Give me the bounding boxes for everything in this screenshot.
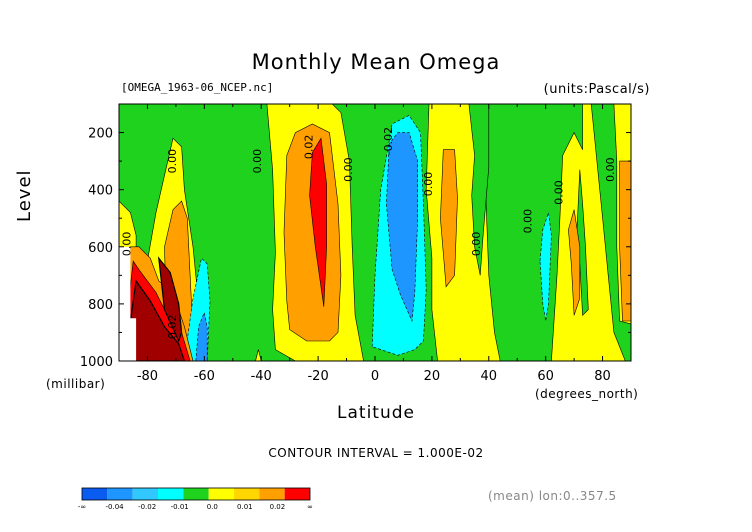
contour-region-orange (440, 149, 458, 288)
x-tick-label: 40 (481, 369, 498, 384)
legend-tick-label: -0.02 (138, 503, 156, 511)
y-unit-label: (millibar) (46, 377, 106, 391)
x-unit-label: (degrees_north) (535, 387, 639, 401)
x-tick-label: 80 (594, 369, 611, 384)
contour-region-green (576, 169, 589, 316)
contour-label: 0.00 (422, 172, 435, 197)
contour-label: 0.00 (120, 232, 133, 257)
x-tick-label: 0 (371, 369, 379, 384)
contour-region-darkred (124, 279, 186, 361)
legend-swatch (107, 488, 133, 500)
contour-label: 0.00 (166, 149, 179, 174)
x-axis-title: Latitude (337, 403, 415, 423)
contour-label: -0.02 (382, 127, 395, 155)
contour-region-green (468, 104, 490, 276)
legend-swatch (158, 488, 184, 500)
legend-frame (81, 487, 311, 501)
contour-region-orange (283, 123, 342, 342)
y-axis: 200 400 600 800 1000 (80, 103, 631, 370)
contour-region-red (309, 137, 327, 307)
contour-region-orange (568, 209, 581, 316)
x-tick-label: 60 (537, 369, 554, 384)
x-tick-label: -80 (137, 369, 158, 384)
y-axis-title: Level (14, 169, 35, 222)
contour-region-darkred (157, 256, 183, 343)
file-label: [OMEGA_1963-06_NCEP.nc] (121, 81, 274, 94)
legend-tick-label: 0.01 (237, 503, 253, 511)
y-tick-label: 600 (88, 241, 113, 256)
legend-swatch (82, 488, 108, 500)
contour-fill-regions (119, 104, 631, 361)
contour-label: 0.00 (342, 157, 355, 182)
contour-label: 0.02 (302, 135, 315, 160)
contour-label: 0.00 (604, 157, 617, 182)
contour-region-green (590, 104, 631, 361)
legend-swatch (234, 488, 260, 500)
legend-swatch (132, 488, 158, 500)
color-legend: -∞ -0.04 -0.02 -0.01 0.0 0.01 0.02 ∞ (78, 487, 313, 511)
contour-region-lightblue (195, 311, 208, 361)
x-tick-label: -20 (307, 369, 328, 384)
units-label: (units:Pascal/s) (543, 82, 650, 97)
contour-label: 0.00 (521, 209, 534, 234)
mean-longitude-text: (mean) lon:0..357.5 (488, 489, 617, 503)
legend-tick-label: 0.02 (270, 503, 286, 511)
contour-region-green (119, 104, 631, 361)
contour-labels: 0.00 0.00 0.02 0.00 -0.02 0.00 0.00 0.00 0.00 0.0… (120, 127, 617, 339)
x-tick-label: -40 (251, 369, 272, 384)
x-axis: -80 -60 -40 -20 0 20 40 60 80 (118, 104, 632, 384)
y-tick-label: 800 (88, 298, 113, 313)
legend-tick-label: -∞ (78, 503, 86, 511)
contour-region-cyan (539, 212, 552, 322)
y-tick-label: 1000 (80, 355, 113, 370)
x-tick-label: 20 (424, 369, 441, 384)
legend-tick-label: -0.01 (171, 503, 189, 511)
legend-swatch (208, 488, 234, 500)
legend-swatch (259, 488, 285, 500)
contour-label: 0.00 (251, 149, 264, 174)
legend-tick-label: 0.0 (207, 503, 218, 511)
y-tick-label: 400 (88, 184, 113, 199)
legend-swatch (183, 488, 209, 500)
contour-region-yellow (255, 349, 262, 361)
contour-region-orange (619, 160, 631, 322)
chart-title: Monthly Mean Omega (251, 50, 501, 74)
x-tick-label: -60 (194, 369, 215, 384)
contour-interval-text: CONTOUR INTERVAL = 1.000E-02 (268, 446, 484, 460)
legend-swatch (284, 488, 310, 500)
contour-region-white (119, 246, 137, 361)
y-tick-label: 200 (88, 127, 113, 142)
legend-tick-label: ∞ (307, 503, 313, 511)
contour-label: 0.00 (553, 180, 566, 205)
contour-label: 0.00 (470, 232, 483, 257)
legend-tick-label: -0.04 (106, 503, 125, 511)
contour-region-lightblue (386, 132, 419, 323)
contour-label: 0.02 (166, 314, 179, 339)
